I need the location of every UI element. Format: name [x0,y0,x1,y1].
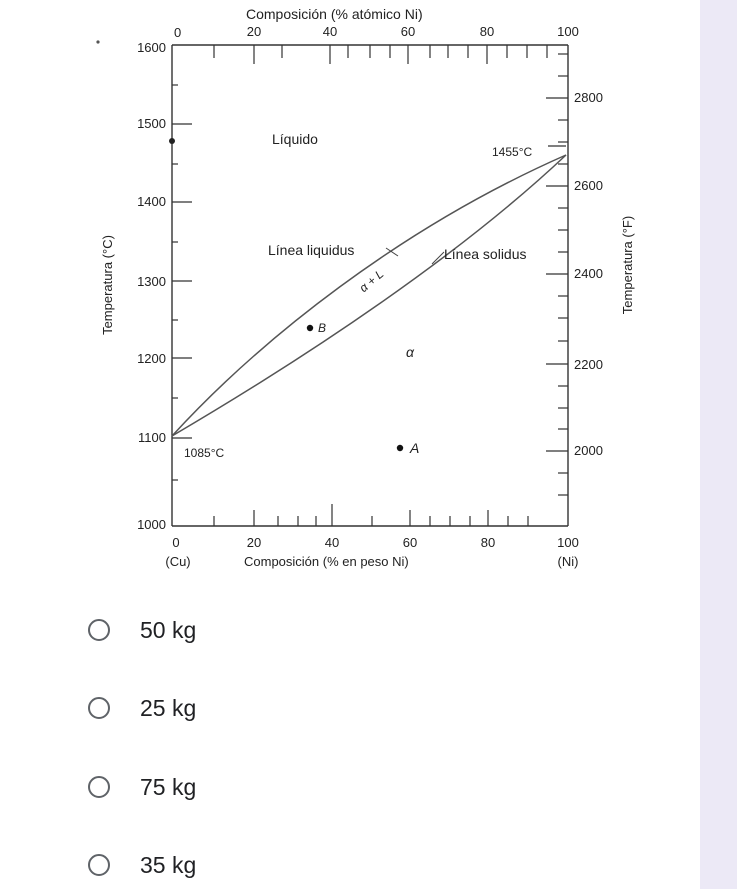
right-tick-2800: 2800 [574,90,603,105]
point-a-marker [396,444,404,452]
option-label: 50 kg [140,616,197,643]
left-tick-1100: 1100 [138,430,166,445]
bottom-tick-60: 60 [403,535,417,550]
solidus-line-label: Línea solidus [444,246,527,262]
top-tick-80: 80 [480,24,494,39]
right-tick-2600: 2600 [574,178,603,193]
ni-melting-point-label: 1455°C [492,145,532,159]
top-axis-title: Composición (% atómico Ni) [246,6,423,22]
bottom-tick-100: 100 [557,535,579,550]
radio-circle-icon[interactable] [88,619,110,641]
radio-circle-icon[interactable] [88,854,110,876]
cu-melting-point-label: 1085°C [184,446,224,460]
right-tick-2400: 2400 [574,266,603,281]
right-tick-2200: 2200 [574,357,603,372]
top-tick-20: 20 [247,24,261,39]
bottom-tick-20: 20 [247,535,261,550]
solidus-leader [431,251,445,265]
top-tick-0: 0 [174,25,181,40]
right-tick-marks [546,53,568,496]
left-axis-marker [169,138,175,144]
point-b-label: B [318,321,326,335]
option-75-kg[interactable]: 75 kg [86,763,386,811]
point-a-label: A [409,440,419,456]
option-25-kg[interactable]: 25 kg [86,684,386,732]
liquidus-leader [385,247,399,257]
solidus-curve [171,154,567,437]
liquidus-line-label: Línea liquidus [268,242,354,258]
bottom-tick-marks [213,504,529,526]
bottom-tick-80: 80 [481,535,495,550]
liquid-region-label: Líquido [272,131,318,147]
option-label: 75 kg [140,773,197,800]
stray-dot [96,40,100,44]
left-tick-1600: 1600 [137,40,166,55]
radio-circle-icon[interactable] [88,776,110,798]
question-card: Composición (% atómico Ni) 0 20 40 60 80… [0,0,700,889]
bottom-tick-0: 0 [172,535,179,550]
left-tick-1500: 1500 [137,116,166,131]
option-label: 25 kg [140,694,197,721]
liquidus-curve [171,154,567,437]
top-tick-marks [213,45,548,64]
option-50-kg[interactable]: 50 kg [86,606,386,654]
point-b-marker [306,324,314,332]
bottom-tick-40: 40 [325,535,339,550]
bottom-end-left: (Cu) [165,554,190,569]
left-tick-1300: 1300 [137,274,166,289]
top-tick-60: 60 [401,24,415,39]
right-axis-title: Temperatura (°F) [620,216,635,314]
left-tick-marks [172,84,192,481]
left-axis-title: Temperatura (°C) [100,235,115,335]
top-tick-100: 100 [557,24,579,39]
top-tick-40: 40 [323,24,337,39]
bottom-end-right: (Ni) [558,554,579,569]
bottom-axis-title: Composición (% en peso Ni) [244,554,409,569]
radio-circle-icon[interactable] [88,697,110,719]
right-tick-2000: 2000 [574,443,603,458]
left-tick-1200: 1200 [137,351,166,366]
left-tick-1000: 1000 [137,517,166,532]
option-label: 35 kg [140,851,197,878]
alpha-region-label: α [406,344,415,360]
left-tick-1400: 1400 [137,194,166,209]
option-35-kg[interactable]: 35 kg [86,841,386,889]
phase-diagram: Composición (% atómico Ni) 0 20 40 60 80… [96,6,635,569]
